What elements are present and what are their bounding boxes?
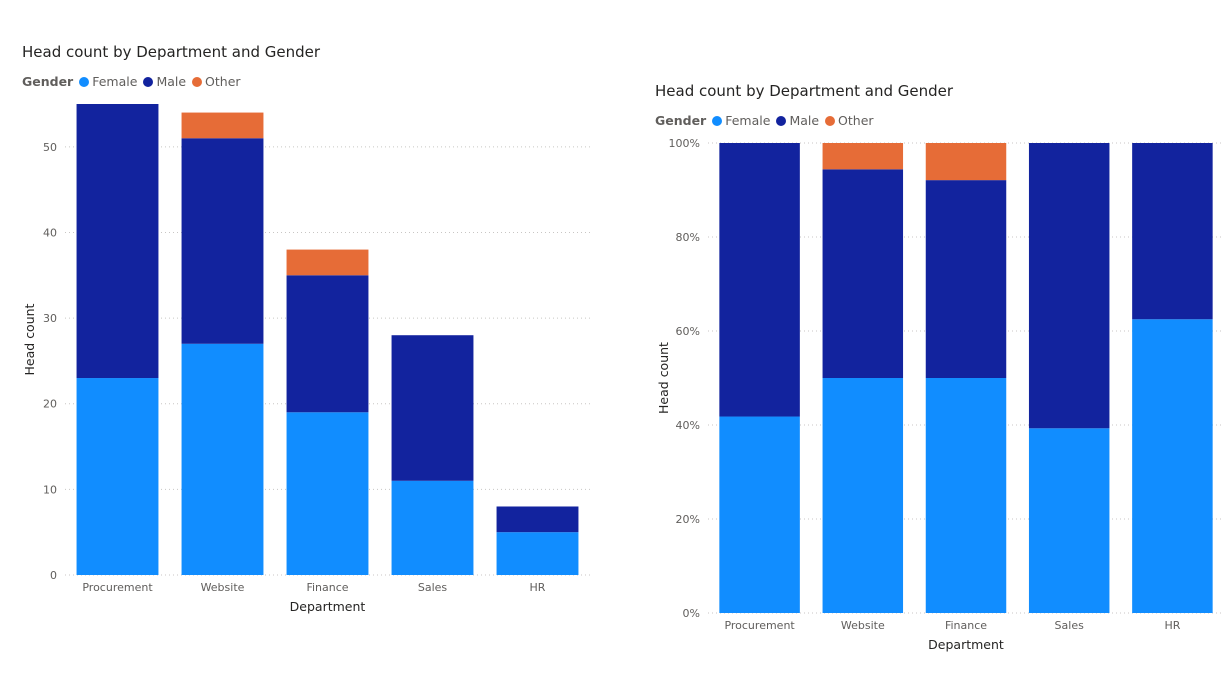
y-tick-label: 80% [676,231,700,244]
legend-label-other: Other [205,74,241,89]
x-tick-label: Finance [945,619,987,632]
bar-finance-female[interactable] [286,412,369,575]
bar-sales-female[interactable] [1028,428,1110,613]
chart-title: Head count by Department and Gender [22,43,321,61]
y-tick-label: 10 [43,483,57,496]
stacked-column-chart: Head count by Department and Gender Gend… [22,43,590,614]
bar-hr-female[interactable] [496,532,579,575]
bar-procurement-female[interactable] [719,416,800,613]
bar-finance-female[interactable] [925,378,1007,613]
legend-title: Gender [22,74,74,89]
x-tick-label: Website [841,619,885,632]
legend-item-other[interactable]: Other [192,74,241,89]
bar-website-female[interactable] [181,343,264,575]
x-tick-label: HR [1164,619,1180,632]
bar-finance-male[interactable] [286,275,369,413]
bar-website-female[interactable] [822,378,904,613]
y-tick-label: 20 [43,398,57,411]
y-tick-label: 100% [669,137,700,150]
legend-item-male[interactable]: Male [776,113,819,128]
legend: Gender Female Male Other [655,113,880,128]
bar-website-other[interactable] [822,143,904,170]
x-axis-title: Department [290,599,366,614]
x-tick-label: Finance [306,581,348,594]
bar-finance-other[interactable] [286,249,369,276]
x-axis-title: Department [928,637,1004,652]
legend-item-female[interactable]: Female [712,113,770,128]
legend-dot-other-icon [825,115,836,126]
plot-area: 0 10 20 30 40 50 Procurement Website Finance Sale… [22,104,590,614]
legend-label-male: Male [789,113,820,128]
y-axis-title: Head count [656,342,671,414]
bar-sales-male[interactable] [1028,143,1110,429]
x-tick-label: Sales [418,581,448,594]
x-tick-label: Procurement [724,619,795,632]
bar-procurement-female[interactable] [76,378,159,575]
legend-label-male: Male [156,74,187,89]
bar-finance-other[interactable] [925,143,1007,181]
bar-hr-female[interactable] [1132,319,1213,613]
legend: Gender Female Male Other [22,74,247,89]
legend-item-male[interactable]: Male [143,74,186,89]
y-tick-label: 20% [676,513,700,526]
y-axis-title: Head count [22,303,37,375]
bar-website-male[interactable] [822,169,904,378]
x-tick-label: Sales [1055,619,1085,632]
legend-label-female: Female [725,113,771,128]
legend-dot-other-icon [192,76,203,87]
legend-dot-male-icon [143,76,154,87]
bar-hr-male[interactable] [496,506,579,533]
percent-stacked-column-chart: Head count by Department and Gender Gend… [614,0,1228,686]
legend-label-other: Other [838,113,874,128]
y-tick-label: 50 [43,141,57,154]
y-tick-label: 30 [43,312,57,325]
legend-dot-female-icon [712,115,723,126]
plot-area: 0% 20% 40% 60% 80% 100% Procurement Website Fina… [656,137,1224,652]
bar-procurement-male[interactable] [719,143,800,417]
chart-title: Head count by Department and Gender [655,82,954,100]
legend-dot-male-icon [776,115,787,126]
bar-website-male[interactable] [181,138,264,344]
bar-hr-male[interactable] [1132,143,1213,320]
legend-item-other[interactable]: Other [825,113,874,128]
x-tick-label: Procurement [82,581,153,594]
bar-procurement-male[interactable] [76,104,159,379]
legend-label-female: Female [92,74,138,89]
y-tick-label: 40% [676,419,700,432]
bar-website-other[interactable] [181,112,264,139]
y-tick-label: 60% [676,325,700,338]
y-tick-label: 0 [50,569,57,582]
bar-sales-male[interactable] [391,335,474,481]
bar-sales-female[interactable] [391,480,474,575]
legend-title: Gender [655,113,707,128]
bar-finance-male[interactable] [925,180,1007,378]
legend-dot-female-icon [79,76,90,87]
legend-item-female[interactable]: Female [79,74,137,89]
y-tick-label: 40 [43,226,57,239]
x-tick-label: HR [530,581,546,594]
y-tick-label: 0% [683,607,700,620]
x-tick-label: Website [201,581,245,594]
